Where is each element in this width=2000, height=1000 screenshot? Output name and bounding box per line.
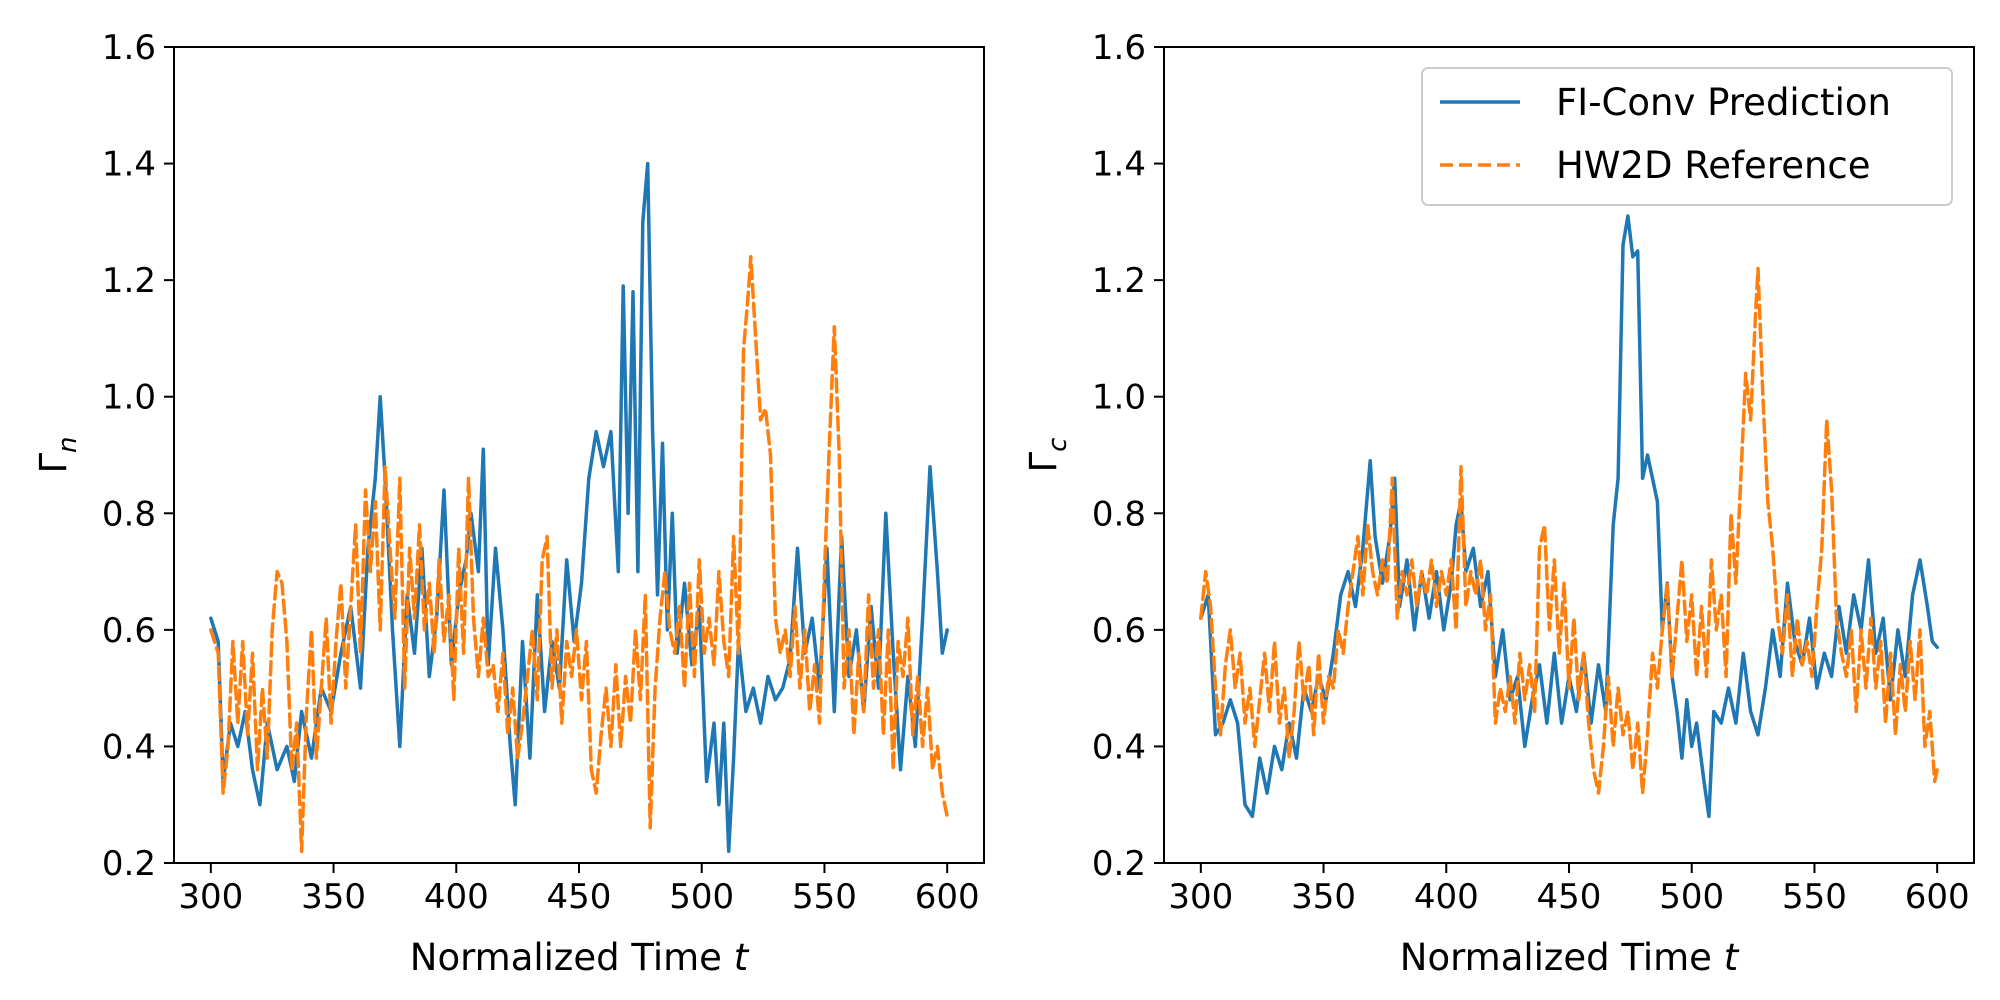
left-y-tick-label: 0.2 [102, 844, 156, 884]
right-y-tick-label: 1.2 [1092, 261, 1146, 301]
right-x-tick-label: 300 [1168, 877, 1233, 917]
left-chart-panel: 300 350 400 450 500 550 600 0.2 0.4 0.6 0.8 1.0 1.2… [32, 28, 985, 979]
left-x-tick-label: 500 [669, 877, 734, 917]
left-y-tick-label: 1.0 [102, 378, 156, 418]
right-y-tick-label: 1.6 [1092, 28, 1146, 68]
left-y-tick-label: 0.6 [102, 611, 156, 651]
legend-label-fi-conv: FI-Conv Prediction [1556, 81, 1891, 124]
right-y-tick-label: 1.0 [1092, 378, 1146, 418]
left-x-axis-label: Normalized Time t [410, 936, 750, 979]
right-y-tick-label: 0.2 [1092, 844, 1146, 884]
legend: FI-Conv Prediction HW2D Reference [1421, 67, 1953, 206]
left-series-line-hw2d [209, 255, 949, 854]
left-x-tick-label: 350 [301, 877, 366, 917]
right-x-tick-label: 600 [1905, 877, 1970, 917]
left-x-tick-label: 600 [915, 877, 980, 917]
right-y-tick-label: 0.4 [1092, 727, 1146, 767]
right-y-tick-label: 0.8 [1092, 494, 1146, 534]
left-y-tick-label: 1.6 [102, 28, 156, 68]
right-y-ticks: 0.2 0.4 0.6 0.8 1.0 1.2 1.4 1.6 [1092, 28, 1164, 884]
right-y-tick-label: 0.6 [1092, 611, 1146, 651]
right-series-layer [1199, 214, 1939, 819]
left-y-axis-label: Γn [32, 436, 83, 473]
left-x-tick-label: 550 [792, 877, 857, 917]
right-x-tick-label: 400 [1414, 877, 1479, 917]
right-x-tick-label: 450 [1537, 877, 1602, 917]
left-y-tick-label: 0.8 [102, 494, 156, 534]
right-x-ticks: 300 350 400 450 500 550 600 [1168, 863, 1970, 917]
left-y-tick-label: 1.4 [102, 145, 156, 185]
left-x-ticks: 300 350 400 450 500 550 600 [178, 863, 980, 917]
right-chart-panel: 300 350 400 450 500 550 600 0.2 0.4 0.6 0.8 1.0 1.2… [1022, 28, 1975, 979]
right-x-tick-label: 500 [1659, 877, 1724, 917]
right-y-tick-label: 1.4 [1092, 145, 1146, 185]
left-x-tick-label: 400 [424, 877, 489, 917]
left-x-tick-label: 300 [178, 877, 243, 917]
right-x-tick-label: 550 [1782, 877, 1847, 917]
left-series-layer [209, 161, 949, 854]
legend-label-hw2d: HW2D Reference [1556, 144, 1871, 187]
right-series-line-hw2d [1199, 266, 1939, 795]
left-y-tick-label: 0.4 [102, 727, 156, 767]
right-x-tick-label: 350 [1291, 877, 1356, 917]
left-x-tick-label: 450 [547, 877, 612, 917]
left-y-tick-label: 1.2 [102, 261, 156, 301]
legend-box [1421, 67, 1953, 206]
right-x-axis-label: Normalized Time t [1400, 936, 1740, 979]
right-y-axis-label: Γc [1022, 438, 1073, 473]
left-y-ticks: 0.2 0.4 0.6 0.8 1.0 1.2 1.4 1.6 [102, 28, 174, 884]
